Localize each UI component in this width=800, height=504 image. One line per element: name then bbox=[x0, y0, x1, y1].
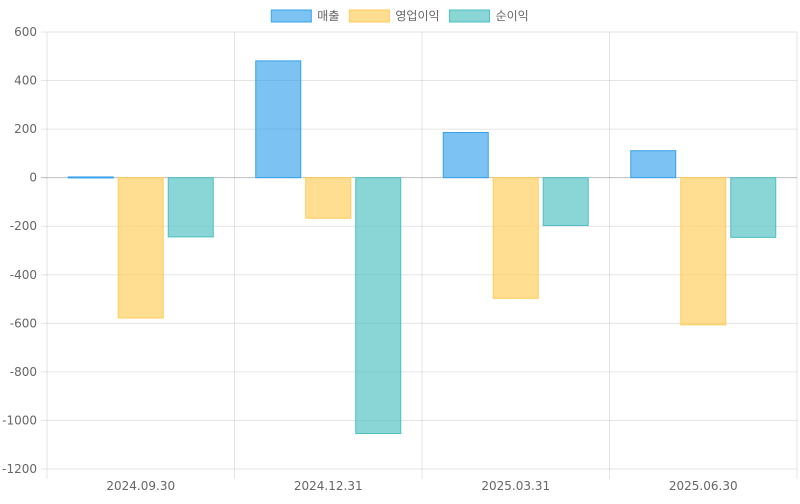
x-tick-label: 2025.03.31 bbox=[481, 479, 550, 493]
bar-1-2[interactable] bbox=[255, 60, 302, 179]
legend-label[interactable]: 매출 bbox=[317, 9, 339, 23]
bar-1-4[interactable] bbox=[630, 150, 677, 179]
bar-3-4[interactable] bbox=[730, 177, 777, 238]
y-tick-label: -1000 bbox=[2, 413, 37, 427]
bar-3-3[interactable] bbox=[542, 177, 589, 226]
bar-2-2[interactable] bbox=[305, 177, 352, 219]
x-tick-label: 2024.12.31 bbox=[294, 479, 363, 493]
y-tick-label: -600 bbox=[10, 316, 37, 330]
bar-2-3[interactable] bbox=[492, 177, 539, 299]
legend: 매출 영업이익 순이익 bbox=[270, 9, 529, 23]
x-tick-label: 2025.06.30 bbox=[669, 479, 738, 493]
bar-3-1[interactable] bbox=[167, 177, 214, 238]
y-tick-label: 600 bbox=[14, 25, 37, 39]
bar-1-1[interactable] bbox=[67, 176, 114, 179]
bar-2-1[interactable] bbox=[117, 177, 164, 319]
legend-swatch[interactable] bbox=[348, 9, 390, 23]
bars bbox=[67, 60, 777, 435]
y-tick-label: -400 bbox=[10, 268, 37, 282]
x-axis: 2024.09.30 2024.12.31 2025.03.31 2025.06.30 bbox=[106, 479, 737, 493]
bar-1-3[interactable] bbox=[442, 132, 489, 179]
legend-label[interactable]: 영업이익 bbox=[395, 9, 439, 23]
y-tick-label: -1200 bbox=[2, 462, 37, 476]
x-tick-label: 2024.09.30 bbox=[106, 479, 175, 493]
y-tick-label: -200 bbox=[10, 219, 37, 233]
bar-3-2[interactable] bbox=[355, 177, 402, 435]
y-axis: 600 400 200 0 -200 -400 -600 -800 -1000 -1200 bbox=[2, 25, 37, 476]
legend-swatch[interactable] bbox=[449, 9, 491, 23]
legend-swatch[interactable] bbox=[270, 9, 312, 23]
y-tick-label: 400 bbox=[14, 74, 37, 88]
grid-lines bbox=[41, 31, 798, 479]
bar-2-4[interactable] bbox=[680, 177, 727, 326]
y-tick-label: -800 bbox=[10, 365, 37, 379]
legend-label[interactable]: 순이익 bbox=[496, 9, 529, 23]
y-tick-label: 0 bbox=[29, 171, 37, 185]
y-tick-label: 200 bbox=[14, 122, 37, 136]
